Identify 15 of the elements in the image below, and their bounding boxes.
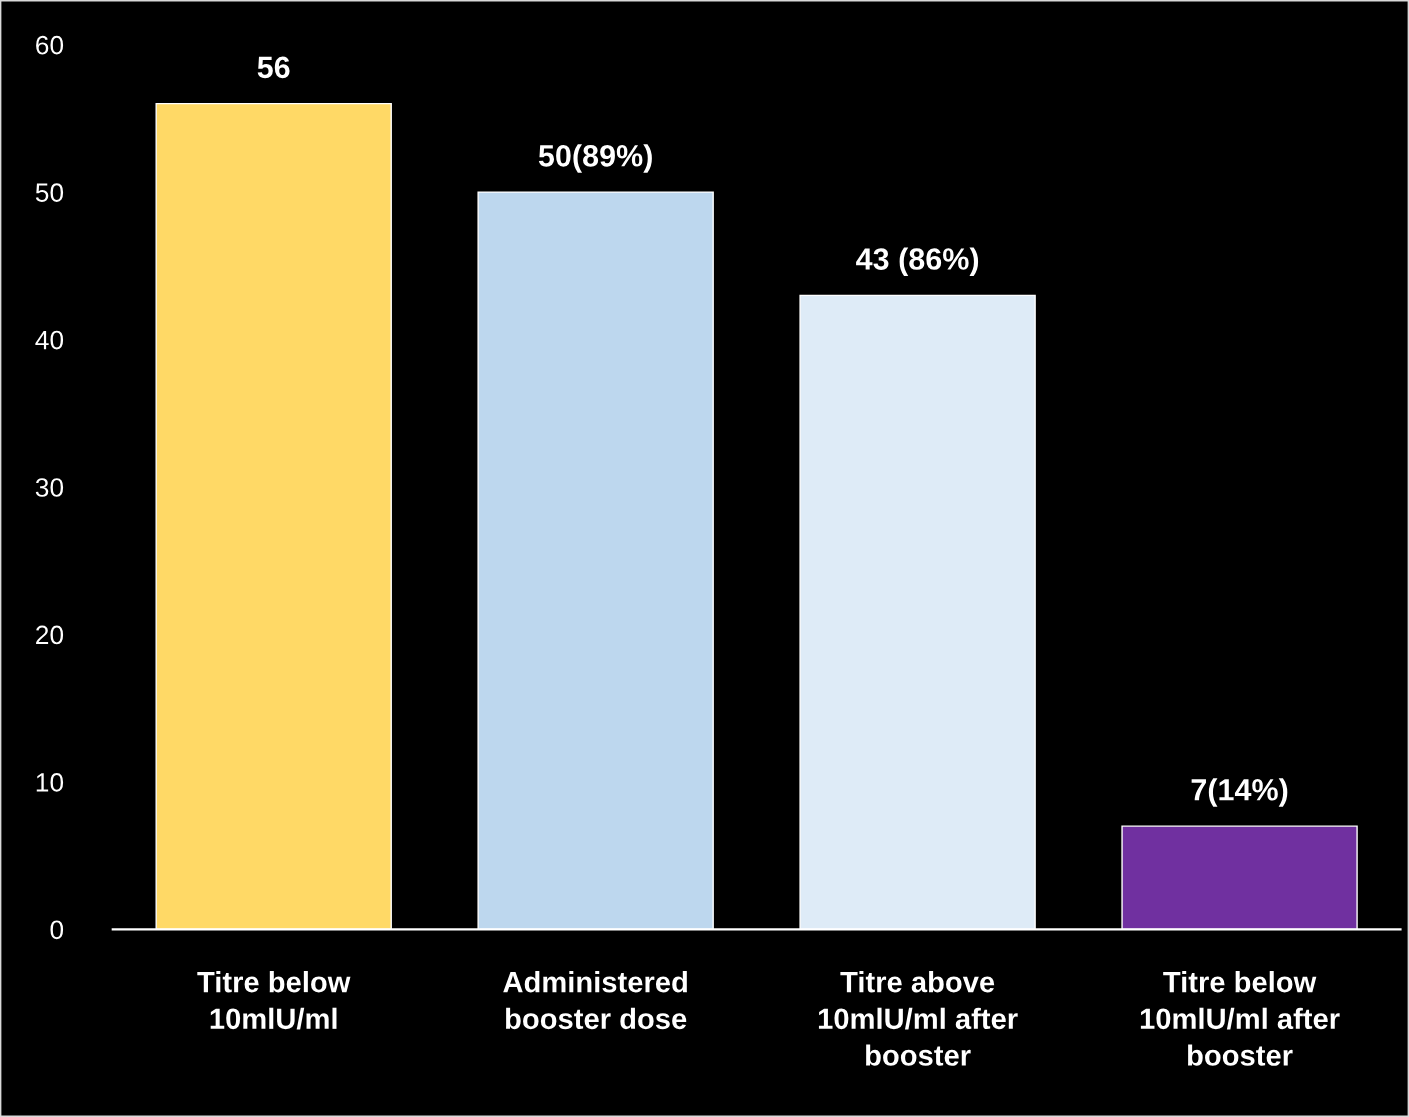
data-label: 43 (86%)	[856, 247, 979, 276]
y-tick-label: 40	[35, 330, 64, 350]
y-tick-label: 10	[36, 773, 64, 792]
x-tick-label: Administered booster dose	[503, 971, 687, 1030]
data-label: 50(89%)	[538, 144, 652, 173]
x-tick-label: Titre below 10mlU/ml	[197, 971, 351, 1030]
y-tick-label: 0	[50, 920, 64, 940]
y-tick-label: 30	[35, 478, 64, 497]
y-tick-label: 50	[35, 183, 64, 202]
y-tick-label: 20	[36, 625, 64, 645]
x-tick-label: Titre below 10mlU/ml after booster	[1140, 971, 1340, 1066]
x-tick-label: Titre above 10mlU/ml after booster	[818, 971, 1018, 1066]
data-label: 56	[257, 56, 290, 79]
y-tick-label: 60	[36, 35, 64, 55]
data-label: 7(14%)	[1191, 778, 1288, 807]
